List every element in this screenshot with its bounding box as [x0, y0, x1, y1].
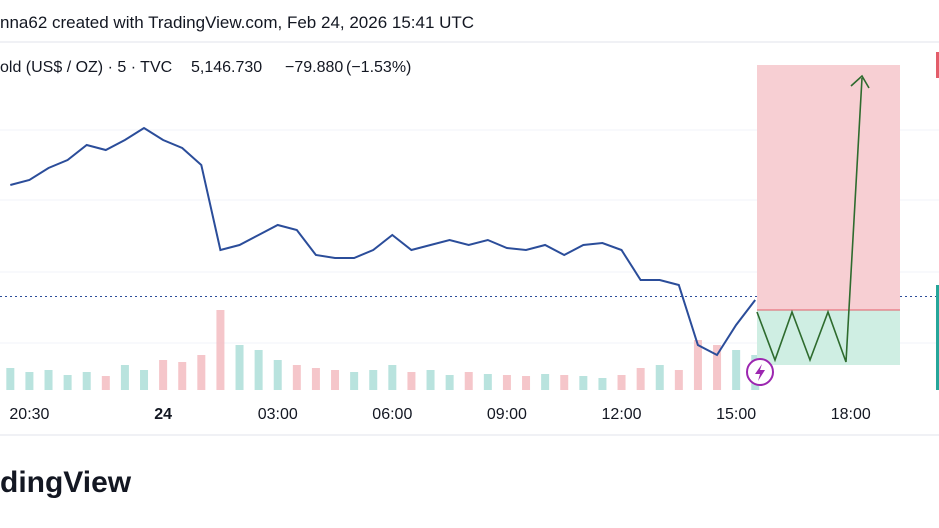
- volume-bar: [254, 350, 263, 390]
- volume-bar: [541, 374, 550, 390]
- volume-bar: [197, 355, 206, 390]
- x-tick-label: 18:00: [831, 406, 871, 423]
- x-tick-label: 20:30: [9, 406, 49, 423]
- x-tick-label: 06:00: [372, 406, 412, 423]
- volume-bar: [44, 370, 53, 390]
- volume-bar: [483, 374, 492, 390]
- x-tick-label: 09:00: [487, 406, 527, 423]
- volume-bar: [655, 365, 664, 390]
- volume-bar: [407, 372, 416, 390]
- volume-bar: [579, 376, 588, 390]
- volume-bar: [82, 372, 91, 390]
- volume-bar: [693, 340, 702, 390]
- volume-bar: [598, 378, 607, 390]
- volume-bar: [369, 370, 378, 390]
- volume-bar: [674, 370, 683, 390]
- volume-bar: [101, 376, 110, 390]
- volume-bar: [502, 375, 511, 390]
- price-series: [10, 126, 756, 357]
- event-bolt: [755, 364, 765, 381]
- volume-bar: [713, 345, 722, 390]
- price: 5,146.730: [191, 59, 262, 76]
- symbol: old (US$ / OZ) · 5 · TVC: [0, 59, 172, 76]
- volume-bar: [273, 360, 282, 390]
- volume-bar: [732, 350, 741, 390]
- change-pct: (−1.53%): [346, 59, 411, 76]
- target-zone: [757, 310, 900, 365]
- volume-bar: [617, 375, 626, 390]
- x-tick-label: 03:00: [258, 406, 298, 423]
- header: nna62 created with TradingView.com, Feb …: [0, 13, 474, 32]
- volume-bar: [311, 368, 320, 390]
- volume-bar: [350, 372, 359, 390]
- volume-bar: [6, 368, 15, 390]
- volume-bar: [216, 310, 225, 390]
- x-tick-label: 12:00: [602, 406, 642, 423]
- volume-bar: [140, 370, 149, 390]
- volume-bar: [235, 345, 244, 390]
- projection-arrow: [850, 74, 870, 89]
- volume-bar: [159, 360, 168, 390]
- stop-zone: [757, 65, 900, 310]
- volume-bar: [445, 375, 454, 390]
- volume-bar: [560, 375, 569, 390]
- volume-bar: [178, 362, 187, 390]
- x-tick-label: 15:00: [716, 406, 756, 423]
- edge-tag: [936, 285, 939, 390]
- change: −79.880: [285, 59, 343, 76]
- x-tick-label: 24: [154, 406, 172, 423]
- volume-bar: [331, 370, 340, 390]
- projection: [756, 77, 863, 363]
- edge-tag: [936, 52, 939, 78]
- volume-bar: [464, 372, 473, 390]
- volume-bar: [120, 365, 129, 390]
- volume-bar: [388, 365, 397, 390]
- volume-bar: [426, 370, 435, 390]
- logo: dingView: [0, 466, 132, 499]
- volume-bar: [522, 376, 531, 390]
- volume-bar: [636, 368, 645, 390]
- volume-bar: [292, 365, 301, 390]
- volume-bar: [25, 372, 34, 390]
- volume-bar: [63, 375, 72, 390]
